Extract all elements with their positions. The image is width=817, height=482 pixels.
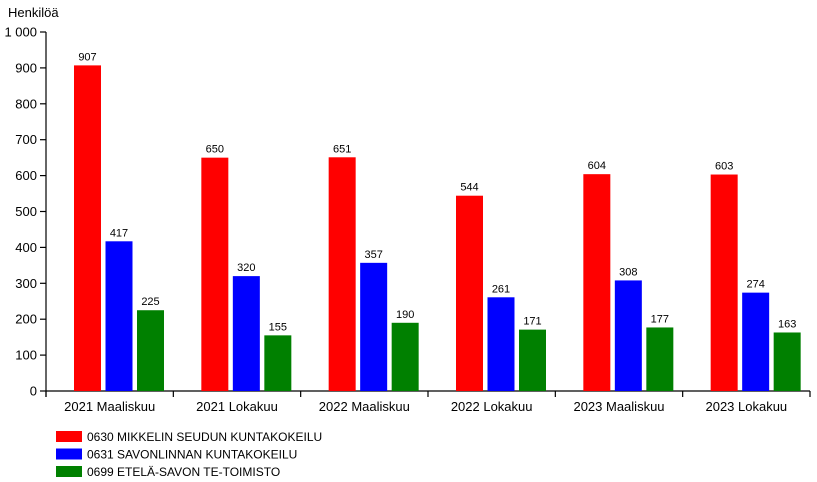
legend-swatch [56, 448, 82, 460]
legend-entry: 0699 ETELÄ-SAVON TE-TOIMISTO [87, 465, 280, 477]
legend-swatch [56, 431, 82, 442]
y-tick-label: 800 [15, 96, 37, 111]
x-tick-label: 2022 Lokakuu [451, 399, 533, 414]
bar [74, 65, 101, 392]
bar [456, 195, 483, 391]
data-label: 907 [78, 51, 96, 63]
data-label: 163 [778, 318, 796, 330]
y-tick-label: 200 [15, 312, 37, 327]
bar [487, 297, 515, 391]
bar [773, 332, 801, 391]
y-axis-label: Henkilöä [8, 5, 59, 20]
y-tick-label: 900 [15, 60, 37, 75]
data-label: 225 [141, 296, 159, 308]
data-label: 308 [619, 266, 637, 278]
bar [328, 157, 356, 391]
x-axis: 2021 Maaliskuu 2021 Lokakuu 2022 Maaliskuu… [45, 390, 811, 414]
bar [583, 174, 611, 391]
data-labels-group: 907 417 225 650 320 155 651 357 190 544 261 171 604 3… [78, 51, 796, 333]
bar [360, 262, 388, 391]
bar [264, 335, 292, 391]
y-tick-label: 600 [15, 168, 37, 183]
x-tick-label: 2023 Maaliskuu [573, 399, 664, 414]
bars-group [74, 65, 801, 392]
legend-entry: 0631 SAVONLINNAN KUNTAKOKEILU [87, 448, 297, 462]
x-tick-label: 2022 Maaliskuu [319, 399, 410, 414]
data-label: 320 [237, 262, 255, 274]
data-label: 274 [746, 279, 764, 291]
bar [391, 322, 419, 391]
bar [201, 157, 229, 391]
y-axis: 0 100 200 300 400 500 600 700 800 900 1 000 [4, 25, 47, 399]
bar [137, 310, 164, 391]
data-label: 177 [651, 313, 669, 325]
bar [742, 292, 770, 391]
data-label: 417 [110, 227, 128, 239]
data-label: 261 [492, 283, 510, 295]
bar [232, 276, 260, 391]
y-tick-label: 0 [30, 384, 37, 399]
y-tick-label: 100 [15, 348, 37, 363]
data-label: 603 [715, 161, 733, 173]
legend-entry: 0630 MIKKELIN SEUDUN KUNTAKOKEILU [87, 430, 322, 444]
x-tick-label: 2023 Lokakuu [705, 399, 787, 414]
legend: 0630 MIKKELIN SEUDUN KUNTAKOKEILU 0631 SA… [56, 430, 322, 479]
data-label: 357 [364, 249, 382, 261]
x-tick-label: 2021 Lokakuu [196, 399, 278, 414]
data-label: 190 [396, 309, 414, 321]
bar [105, 241, 133, 391]
bar [710, 174, 738, 391]
y-tick-label: 400 [15, 240, 37, 255]
legend-swatch [56, 466, 82, 477]
y-tick-label: 300 [15, 276, 37, 291]
data-label: 155 [269, 321, 287, 333]
data-label: 604 [588, 160, 606, 172]
bar [519, 329, 546, 391]
data-label: 171 [523, 316, 541, 328]
x-tick-label: 2021 Maaliskuu [64, 399, 155, 414]
data-label: 650 [206, 144, 224, 156]
data-label: 544 [460, 182, 478, 194]
y-tick-label: 1 000 [4, 25, 37, 40]
bar [614, 280, 642, 391]
y-tick-label: 700 [15, 132, 37, 147]
bar [646, 327, 674, 391]
data-label: 651 [333, 143, 351, 155]
y-tick-label: 500 [15, 204, 37, 219]
